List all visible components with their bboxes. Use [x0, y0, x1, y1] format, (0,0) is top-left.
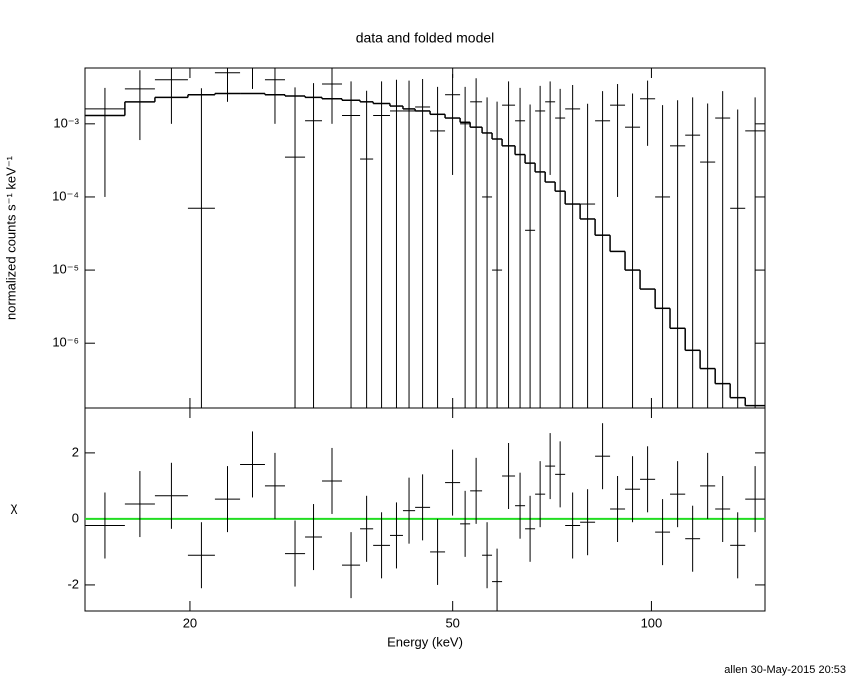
plot-area: [85, 68, 765, 408]
y-axis-label: normalized counts s⁻¹ keV⁻¹: [3, 155, 18, 320]
x-axis-label: Energy (keV): [387, 634, 463, 649]
y-tick-label: 10⁻⁵: [52, 262, 79, 277]
y-axis-label: χ: [11, 499, 18, 514]
chart-title: data and folded model: [356, 30, 495, 46]
plot-area: [85, 423, 765, 611]
y-tick-label: 2: [72, 444, 79, 459]
y-tick-label: 10⁻³: [53, 115, 79, 130]
y-tick-label: 10⁻⁴: [52, 188, 79, 203]
plot-frame: [84, 407, 766, 612]
x-tick-label: 20: [183, 615, 197, 630]
x-tick-label: 100: [641, 615, 663, 630]
x-tick-label: 50: [445, 615, 459, 630]
y-tick-label: -2: [67, 576, 79, 591]
y-tick-label: 0: [72, 510, 79, 525]
footer: allen 30-May-2015 20:53: [724, 664, 846, 676]
y-tick-label: 10⁻⁶: [52, 335, 79, 350]
